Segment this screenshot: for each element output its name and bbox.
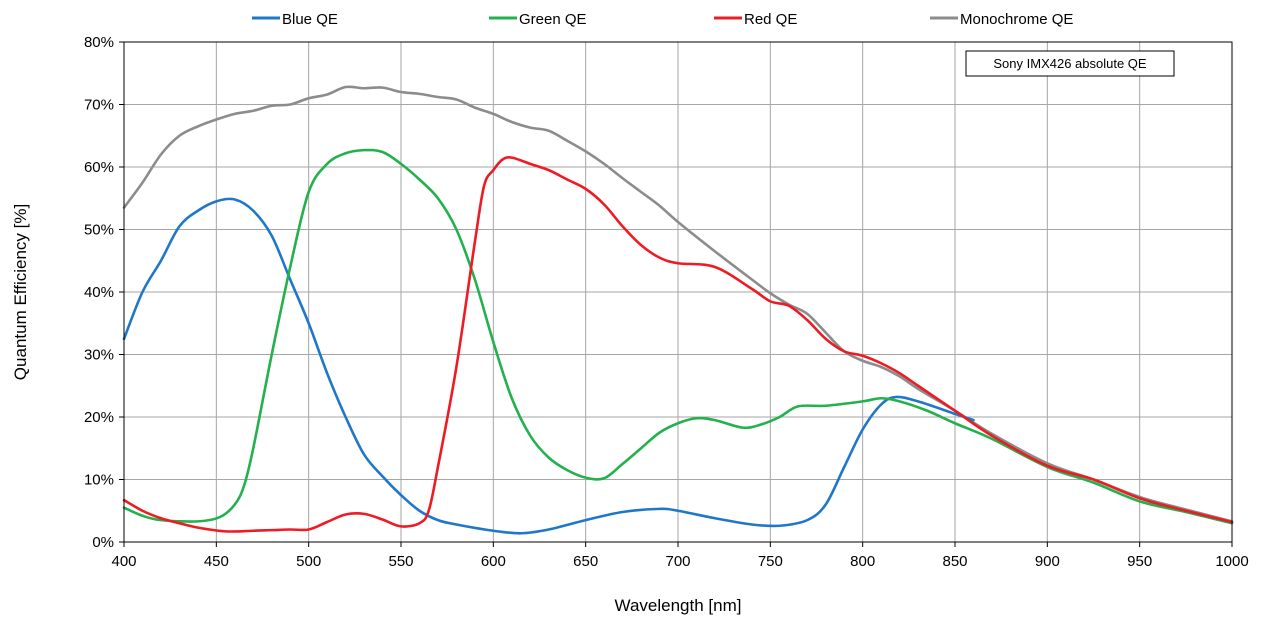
x-axis-ticks: 400 450 500 550 600 650 700 750 800 850 900 950 1000 (111, 542, 1249, 570)
monochrome-qe-legend-label: Monochrome QE (960, 11, 1073, 28)
red-qe-legend-label: Red QE (744, 11, 797, 28)
x-tick-label: 900 (1035, 553, 1060, 570)
x-axis-title: Wavelength [nm] (615, 596, 742, 615)
x-tick-label: 500 (296, 553, 321, 570)
blue-qe-line (122, 197, 975, 535)
y-tick-label: 10% (84, 472, 114, 489)
x-tick-label: 600 (481, 553, 506, 570)
y-tick-label: 50% (84, 222, 114, 239)
y-tick-label: 70% (84, 97, 114, 114)
y-tick-label: 0% (92, 534, 114, 551)
y-tick-label: 60% (84, 159, 114, 176)
y-tick-label: 80% (84, 34, 114, 51)
x-tick-label: 450 (204, 553, 229, 570)
x-tick-label: 550 (388, 553, 413, 570)
annotation-box: Sony IMX426 absolute QE (965, 50, 1175, 77)
annotation-frame (965, 50, 1175, 77)
red-qe-line (122, 156, 1234, 533)
blue-qe-legend-label: Blue QE (282, 11, 338, 28)
monochrome-qe-line (122, 85, 1234, 523)
x-tick-label: 800 (850, 553, 875, 570)
y-tick-label: 20% (84, 409, 114, 426)
green-qe-line (122, 148, 1234, 525)
x-tick-label: 750 (758, 553, 783, 570)
x-tick-label: 400 (111, 553, 136, 570)
x-tick-label: 650 (573, 553, 598, 570)
x-tick-label: 700 (665, 553, 690, 570)
y-tick-label: 30% (84, 347, 114, 364)
green-qe-legend-label: Green QE (519, 11, 587, 28)
y-axis-title: Quantum Efficiency [%] (11, 204, 30, 380)
x-tick-label: 950 (1127, 553, 1152, 570)
x-tick-label: 850 (942, 553, 967, 570)
x-tick-label: 1000 (1215, 553, 1248, 570)
legend: Blue QE Green QE Red QE Monochrome QE (252, 11, 1073, 28)
y-tick-label: 40% (84, 284, 114, 301)
series-lines (122, 85, 1234, 535)
y-axis-ticks: 0% 10% 20% 30% 40% 50% 60% 70% 80% (84, 34, 124, 551)
annotation-text: Sony IMX426 absolute QE (993, 56, 1147, 71)
grid-lines (123, 41, 1233, 543)
